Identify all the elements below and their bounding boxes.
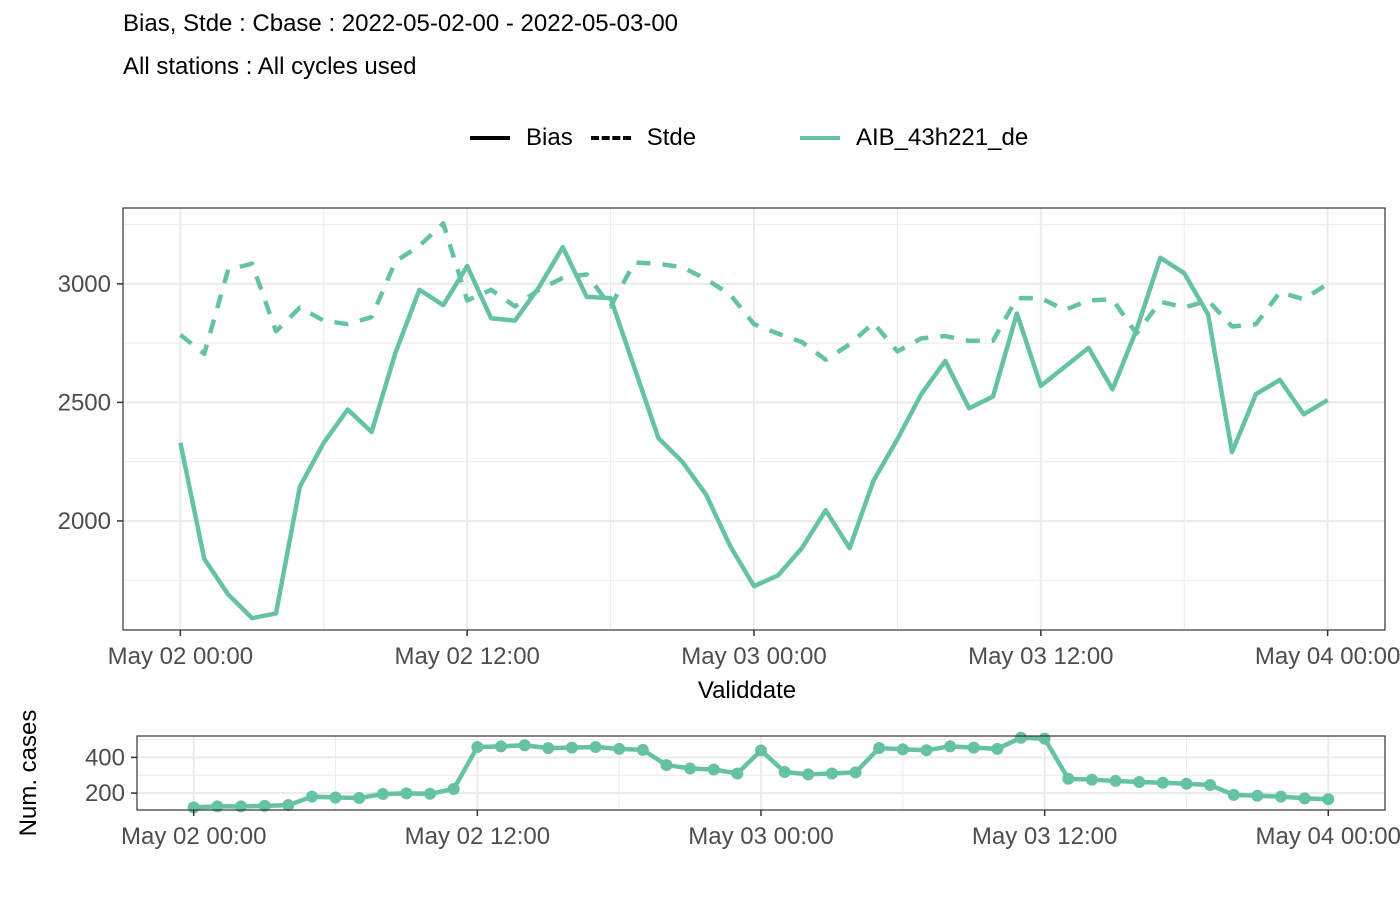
num-cases-point [1085, 773, 1098, 786]
num-cases-point [376, 787, 389, 800]
x-tick-label: May 04 00:00 [1256, 823, 1400, 850]
num-cases-point [920, 744, 933, 757]
legend-item-series: AIB_43h221_de [798, 124, 1028, 152]
num-cases-point [518, 739, 531, 752]
num-cases-point [1227, 788, 1240, 801]
num-cases-point [495, 740, 507, 753]
num-cases-point [1133, 776, 1146, 789]
num-cases-point [991, 742, 1004, 755]
series-color-key [798, 128, 842, 148]
num-cases-point [967, 741, 980, 754]
num-cases-point [778, 766, 791, 779]
num-cases-point [542, 742, 555, 755]
num-cases-point [1298, 792, 1311, 805]
x-axis-title: Validdate [698, 677, 796, 704]
num-cases-point [565, 741, 578, 754]
num-cases-point [1322, 793, 1335, 806]
num-cases-point [589, 741, 602, 754]
num-cases-point [896, 743, 909, 756]
num-cases-point [424, 787, 437, 800]
x-tick-label: May 03 00:00 [681, 643, 826, 670]
num-cases-point [825, 767, 838, 780]
num-cases-point [1204, 779, 1217, 792]
x-tick-label: May 02 00:00 [121, 823, 266, 850]
num-cases-point [258, 799, 271, 812]
chart-title: Bias, Stde : Cbase : 2022-05-02-00 - 202… [123, 10, 679, 37]
num-cases-point [755, 744, 767, 757]
num-cases-point [1109, 774, 1122, 787]
x-tick-label: May 03 12:00 [972, 823, 1117, 850]
num-cases-point [707, 763, 720, 776]
chart-subtitle: All stations : All cycles used [123, 53, 417, 80]
series-legend: AIB_43h221_de [798, 120, 1044, 156]
num-cases-point [1062, 772, 1075, 785]
num-cases-point [660, 759, 673, 772]
legend-label-series: AIB_43h221_de [856, 124, 1029, 151]
num-cases-point [282, 799, 295, 812]
y-tick-label: 400 [85, 744, 125, 771]
x-tick-label: May 03 00:00 [688, 823, 833, 850]
num-cases-point [636, 743, 649, 756]
num-cases-point [400, 787, 413, 800]
legend-label-stde: Stde [646, 124, 697, 151]
y-tick-label: 3000 [58, 271, 111, 298]
num-cases-point [849, 766, 862, 779]
num-cases-point [305, 790, 318, 803]
num-cases-point [802, 768, 815, 781]
num-cases-point [731, 767, 744, 780]
num-cases-point [1015, 731, 1027, 744]
x-tick-label: May 03 12:00 [968, 643, 1113, 670]
legend-item-stde: Stde [589, 124, 696, 152]
x-tick-label: May 02 12:00 [405, 823, 550, 850]
num-cases-point [1180, 777, 1193, 790]
y-tick-label: 200 [85, 780, 125, 807]
linetype-legend: Bias Stde [468, 120, 712, 156]
num-cases-point [1038, 732, 1051, 745]
num-cases-point [1156, 776, 1169, 789]
num-cases-point [944, 740, 957, 753]
num-cases-point [447, 782, 460, 795]
x-tick-label: May 02 00:00 [108, 643, 253, 670]
y-tick-label: 2000 [58, 508, 111, 535]
x-tick-label: May 04 00:00 [1255, 643, 1400, 670]
num-cases-point [1251, 789, 1264, 802]
num-cases-point [613, 742, 626, 755]
legend-label-bias: Bias [526, 124, 573, 151]
num-cases-point [684, 762, 697, 775]
num-cases-point [1275, 790, 1287, 803]
num-cases-point [471, 741, 484, 754]
solid-line-key [468, 128, 512, 148]
y-tick-label: 2500 [58, 389, 111, 416]
num-cases-point [235, 800, 247, 813]
num-cases-point [873, 741, 886, 754]
num-cases-point [211, 800, 224, 813]
dashed-line-key [589, 128, 633, 148]
x-tick-label: May 02 12:00 [394, 643, 539, 670]
legend-item-bias: Bias [468, 124, 573, 152]
num-cases-point [329, 791, 342, 804]
stde-series-line [178, 221, 1329, 362]
num-cases-point [353, 792, 366, 805]
y-axis-title: Num. cases [15, 710, 42, 837]
